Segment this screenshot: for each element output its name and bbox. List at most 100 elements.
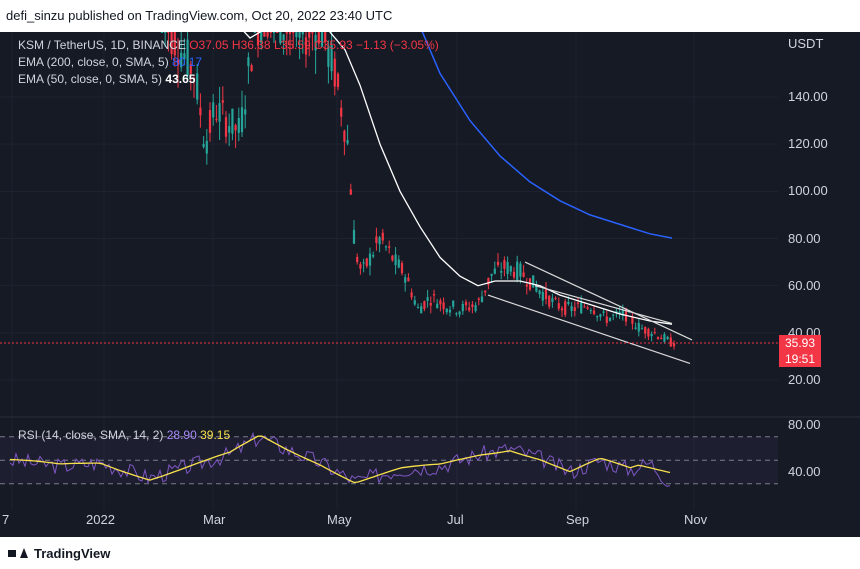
candle-body: [672, 343, 676, 347]
candle-body: [244, 109, 247, 115]
candle-body: [292, 32, 295, 33]
candle-body: [525, 284, 528, 287]
price-tick-label: 120.00: [788, 136, 828, 152]
candle-body: [615, 311, 618, 314]
symbol-label[interactable]: KSM / TetherUS, 1D, BINANCE: [18, 38, 186, 52]
candle-body: [637, 322, 640, 332]
candle-body: [660, 337, 663, 340]
legend-rsi-row[interactable]: RSI (14, close, SMA, 14, 2) 28.90 39.15: [18, 428, 230, 442]
candle-body: [516, 261, 519, 280]
trendline: [524, 261, 693, 341]
candle-body: [426, 297, 429, 301]
candle-body: [240, 107, 244, 133]
candle-body: [407, 277, 410, 282]
open-value: O37.05: [189, 38, 229, 52]
candle-body: [416, 306, 420, 309]
candle-body: [208, 110, 212, 133]
candle-body: [535, 285, 538, 292]
candle-body: [570, 305, 573, 312]
candle-body: [500, 271, 503, 273]
time-tick-label: Sep: [566, 512, 590, 527]
chart-grid: [0, 32, 778, 510]
price-chart-svg[interactable]: [0, 14, 860, 537]
candle-body: [189, 64, 192, 74]
candle-body: [250, 65, 253, 72]
candle-body: [468, 307, 471, 311]
candle-body: [320, 32, 324, 47]
candle-body: [346, 140, 349, 144]
candle-body: [532, 275, 535, 288]
candle-body: [592, 310, 596, 314]
ema50-line: [227, 14, 673, 325]
price-tick-label: 100.00: [788, 183, 828, 199]
currency-label: USDT: [788, 36, 824, 51]
candle-body: [196, 73, 199, 100]
candle-body: [634, 327, 637, 329]
candle-body: [410, 292, 413, 298]
candle-body: [228, 126, 231, 133]
last-price-tag: 35.93 19:51: [779, 335, 821, 367]
candle-body: [445, 308, 448, 313]
candle-body: [576, 302, 580, 304]
candle-body: [311, 32, 314, 34]
candle-body: [439, 300, 442, 305]
rsi-sma-line: [9, 435, 671, 484]
candle-body: [269, 32, 272, 33]
candle-body: [215, 119, 218, 121]
candle-body: [493, 268, 496, 274]
candle-body: [519, 263, 522, 277]
candle-body: [452, 300, 455, 307]
candle-body: [359, 264, 362, 269]
time-tick-label: 7: [2, 512, 10, 527]
time-tick-label: 2022: [86, 512, 115, 527]
ema50-label: EMA (50, close, 0, SMA, 5): [18, 72, 163, 86]
rsi-sma-value: 39.15: [200, 428, 231, 442]
candle-body: [231, 108, 234, 134]
candle-body: [205, 140, 208, 154]
footer-bar: TradingView: [0, 537, 860, 569]
candle-body: [458, 311, 461, 315]
candle-body: [384, 246, 388, 248]
candle-body: [381, 232, 384, 241]
candle-body: [397, 259, 400, 268]
candle-body: [301, 32, 304, 35]
candle-body: [173, 32, 176, 56]
candle-body: [365, 258, 368, 267]
candle-body: [621, 309, 624, 316]
candle-body: [608, 317, 612, 321]
candle-body: [656, 337, 660, 339]
candle-body: [180, 52, 183, 68]
candle-body: [442, 302, 445, 310]
candle-body: [583, 306, 586, 308]
candle-body: [663, 334, 666, 342]
candle-body: [599, 314, 602, 317]
candle-body: [333, 58, 336, 87]
candle-body: [404, 277, 407, 283]
candle-body: [368, 253, 372, 266]
rsi-line: [9, 431, 671, 487]
candle-body: [237, 118, 240, 133]
legend-symbol-row: KSM / TetherUS, 1D, BINANCE O37.05 H36.3…: [18, 38, 439, 52]
candle-body: [612, 314, 615, 316]
candle-body: [669, 337, 672, 347]
rsi-tick-label: 40.00: [788, 464, 821, 479]
ema200-label: EMA (200, close, 0, SMA, 5): [18, 55, 169, 69]
candle-body: [455, 313, 458, 315]
high-value: H36.38: [231, 38, 271, 52]
candle-body: [618, 311, 621, 315]
candle-body: [314, 35, 317, 51]
legend-ema200-row[interactable]: EMA (200, close, 0, SMA, 5) 80.17: [18, 55, 202, 69]
ema50-value: 43.65: [165, 72, 196, 86]
candle-body: [282, 34, 285, 41]
legend-ema50-row[interactable]: EMA (50, close, 0, SMA, 5) 43.65: [18, 72, 195, 86]
candle-body: [484, 290, 487, 293]
candle-body: [631, 317, 634, 324]
candle-body: [512, 271, 516, 278]
candle-body: [496, 261, 500, 265]
candle-body: [522, 272, 525, 277]
candle-body: [276, 32, 279, 33]
chart-area[interactable]: KSM / TetherUS, 1D, BINANCE O37.05 H36.3…: [0, 14, 860, 537]
tradingview-logo-icon: [8, 547, 30, 559]
candle-body: [589, 310, 592, 312]
candle-body: [176, 59, 180, 66]
